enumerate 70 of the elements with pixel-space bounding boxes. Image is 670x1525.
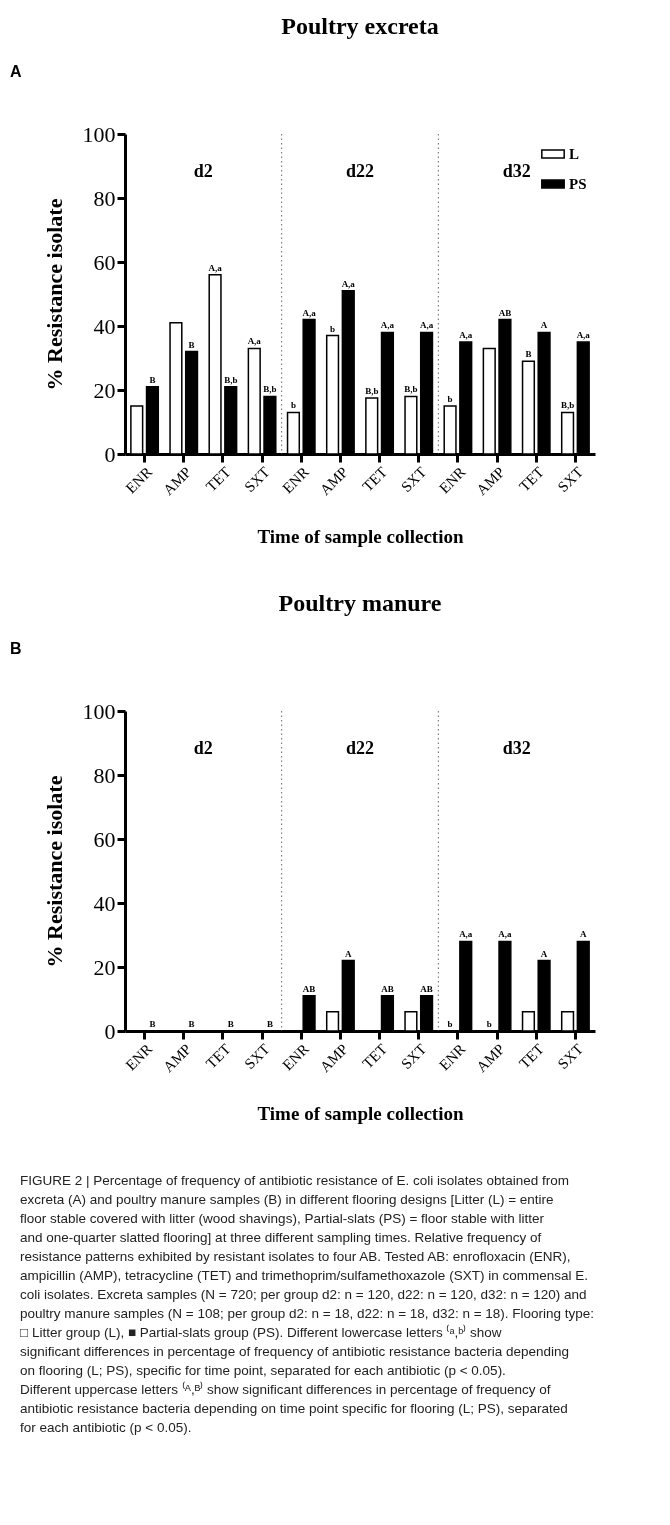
y-tick-label: 20 xyxy=(93,377,116,403)
annotation: d2 xyxy=(193,161,213,182)
data-label: A,a xyxy=(208,262,223,273)
data-label: A,a xyxy=(380,320,395,331)
text: A xyxy=(10,63,22,80)
y-tick-label: 40 xyxy=(93,890,116,916)
data-label: A xyxy=(580,929,587,940)
y-axis-title: % Resistance isolate xyxy=(41,775,67,968)
annotation: d22 xyxy=(345,738,375,759)
data-label: b xyxy=(290,400,296,411)
data-label: B,b xyxy=(560,400,575,411)
y-tick-label: 100 xyxy=(82,121,116,147)
data-label: b xyxy=(486,1019,492,1029)
data-label: A,a xyxy=(459,330,473,340)
data-label: B xyxy=(525,349,532,360)
y-tick-label: 100 xyxy=(82,698,116,724)
x-tick-label: TET xyxy=(359,463,391,495)
data-label: A,a xyxy=(419,320,434,331)
legend-label: PS xyxy=(569,176,587,192)
text: B xyxy=(10,640,22,657)
y-tick-label: 80 xyxy=(93,762,116,788)
data-label: B xyxy=(188,1019,195,1029)
y-tick-label: 0 xyxy=(104,441,116,467)
data-label: A xyxy=(345,948,352,959)
x-tick-label: TET xyxy=(516,463,547,495)
y-tick-label: 60 xyxy=(93,249,116,275)
data-label: AB xyxy=(302,983,316,994)
annotation: d22 xyxy=(345,161,375,182)
data-label: B xyxy=(266,1019,273,1029)
data-label: A,a xyxy=(247,336,262,347)
data-label: AB xyxy=(381,983,394,994)
y-tick-label: 60 xyxy=(93,826,116,852)
data-label: B xyxy=(149,1019,156,1029)
y-tick-label: 0 xyxy=(104,1018,116,1044)
y-tick-label: 80 xyxy=(93,185,116,211)
data-label: B xyxy=(227,1019,234,1029)
data-label: B,b xyxy=(365,386,379,396)
x-tick-label: TET xyxy=(359,1040,391,1072)
data-label: B,b xyxy=(404,384,418,395)
data-label: A xyxy=(540,948,548,959)
data-label: A xyxy=(540,320,548,331)
y-axis-title: % Resistance isolate xyxy=(41,198,67,391)
data-label: A,a xyxy=(302,307,317,318)
x-axis-title: Time of sample collection xyxy=(257,1103,464,1125)
data-label: B,b xyxy=(224,374,238,385)
data-label: B xyxy=(149,374,156,385)
x-tick-label: TET xyxy=(202,1040,234,1072)
chart-title: Poultry manure xyxy=(278,590,442,616)
data-label: b xyxy=(330,323,336,334)
data-label: b xyxy=(447,394,453,404)
x-axis-title: Time of sample collection xyxy=(257,526,464,548)
legend-label: L xyxy=(569,146,580,162)
data-label: AB xyxy=(420,983,433,994)
data-label: A,a xyxy=(341,278,356,289)
data-label: B,b xyxy=(263,384,277,395)
annotation: d2 xyxy=(193,738,213,759)
y-tick-label: 40 xyxy=(93,313,116,339)
chart-title: Poultry excreta xyxy=(281,13,439,39)
data-label: B xyxy=(188,339,195,350)
data-label: A,a xyxy=(498,929,513,940)
text: FIGURE 2 | Percentage of frequency of antibiotic resistance of E. coli isolates obtained from excreta (A) and poultry manure samples (B) in different flooring designs [Litter (L) = entire floor stable covered with litter (wood shavings), Partial-slats (PS) = floor stable with litter and one-quarter slatted flooring] at three different sampling times. Relative frequency of resistance patterns exhibited by resistant isolates to four AB. Tested AB: enrofloxacin (ENR), ampicillin (AMP), tetracycline (TET) and trimethoprim/sulfamethoxazole (SXT) in commensal E. coli isolates. Excreta samples (N = 720; per group d2: n = 120, d22: n = 120, d32: n = 120) and poultry manure samples (N = 108; per group d2: n = 18, d22: n = 18, d32: n = 18). Flooring type: □ Litter group (L), ■ Partial-slats group (PS). Different lowercase letters ⁽ᵃ,ᵇ⁾ show significant differences in percentage of frequency of antibiotic resistance bacteria depending on flooring (L; PS), specific for time point, separated for each antibiotic (p < 0.05). Different uppercase letters ⁽ᴬ,ᴮ⁾ show significant differences in percentage of frequency of antibiotic resistance bacteria depending on time point specific for flooring (L; PS), separated for each antibiotic (p < 0.05). xyxy=(20,1173,595,1435)
data-label: b xyxy=(447,1019,453,1029)
x-tick-label: TET xyxy=(202,463,234,495)
annotation: d32 xyxy=(502,161,531,182)
x-tick-label: TET xyxy=(516,1040,547,1072)
data-label: AB xyxy=(498,307,512,318)
data-label: A,a xyxy=(576,330,591,340)
annotation: d32 xyxy=(502,738,531,759)
data-label: A,a xyxy=(459,929,473,940)
y-tick-label: 20 xyxy=(93,954,116,980)
